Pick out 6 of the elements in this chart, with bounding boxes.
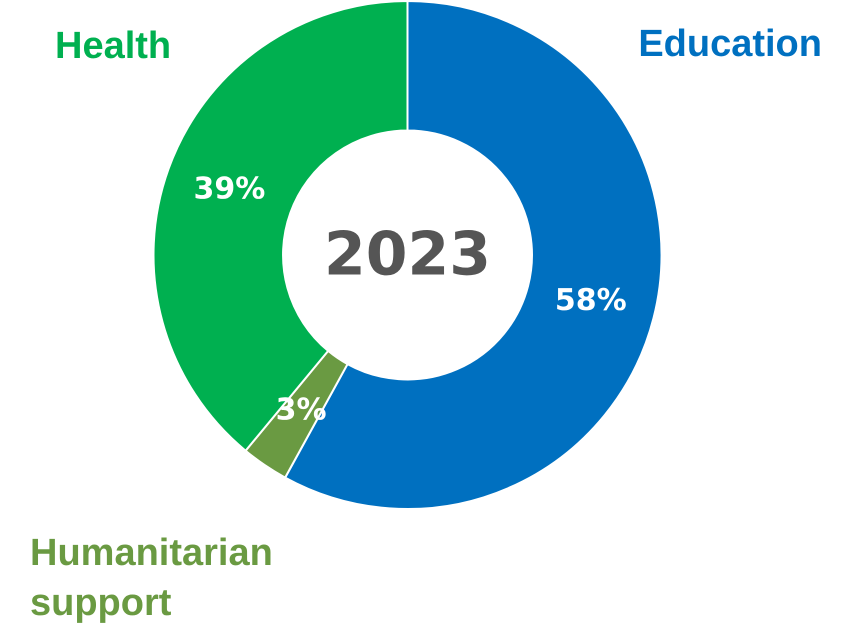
data-label: 58% (554, 282, 627, 318)
data-label: 39% (194, 172, 266, 207)
slice-label: Humanitarian support (30, 532, 273, 624)
slice-label: Education (638, 23, 822, 65)
slice-label: Health (55, 25, 172, 67)
text: 2023 (324, 220, 491, 290)
